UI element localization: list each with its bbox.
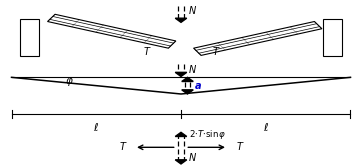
Polygon shape bbox=[175, 132, 187, 136]
Text: N: N bbox=[189, 153, 196, 163]
Text: T: T bbox=[237, 142, 243, 152]
Text: T: T bbox=[144, 47, 150, 56]
Text: a: a bbox=[195, 81, 201, 91]
Text: T: T bbox=[119, 142, 125, 152]
Text: $2{\cdot}T{\cdot}\sin\varphi$: $2{\cdot}T{\cdot}\sin\varphi$ bbox=[189, 128, 227, 141]
Text: $\ell$: $\ell$ bbox=[263, 121, 269, 133]
Polygon shape bbox=[194, 22, 322, 55]
Text: N: N bbox=[189, 65, 196, 75]
Polygon shape bbox=[182, 90, 193, 94]
Text: $\varphi$: $\varphi$ bbox=[65, 76, 73, 88]
Text: N: N bbox=[189, 6, 196, 16]
Polygon shape bbox=[182, 77, 193, 81]
Polygon shape bbox=[175, 160, 187, 164]
Text: $\ell$: $\ell$ bbox=[93, 121, 99, 133]
Polygon shape bbox=[175, 18, 187, 22]
Bar bbox=[20, 19, 39, 56]
Polygon shape bbox=[47, 14, 176, 48]
Text: T: T bbox=[212, 47, 218, 56]
Bar bbox=[323, 19, 342, 56]
Polygon shape bbox=[175, 72, 187, 76]
